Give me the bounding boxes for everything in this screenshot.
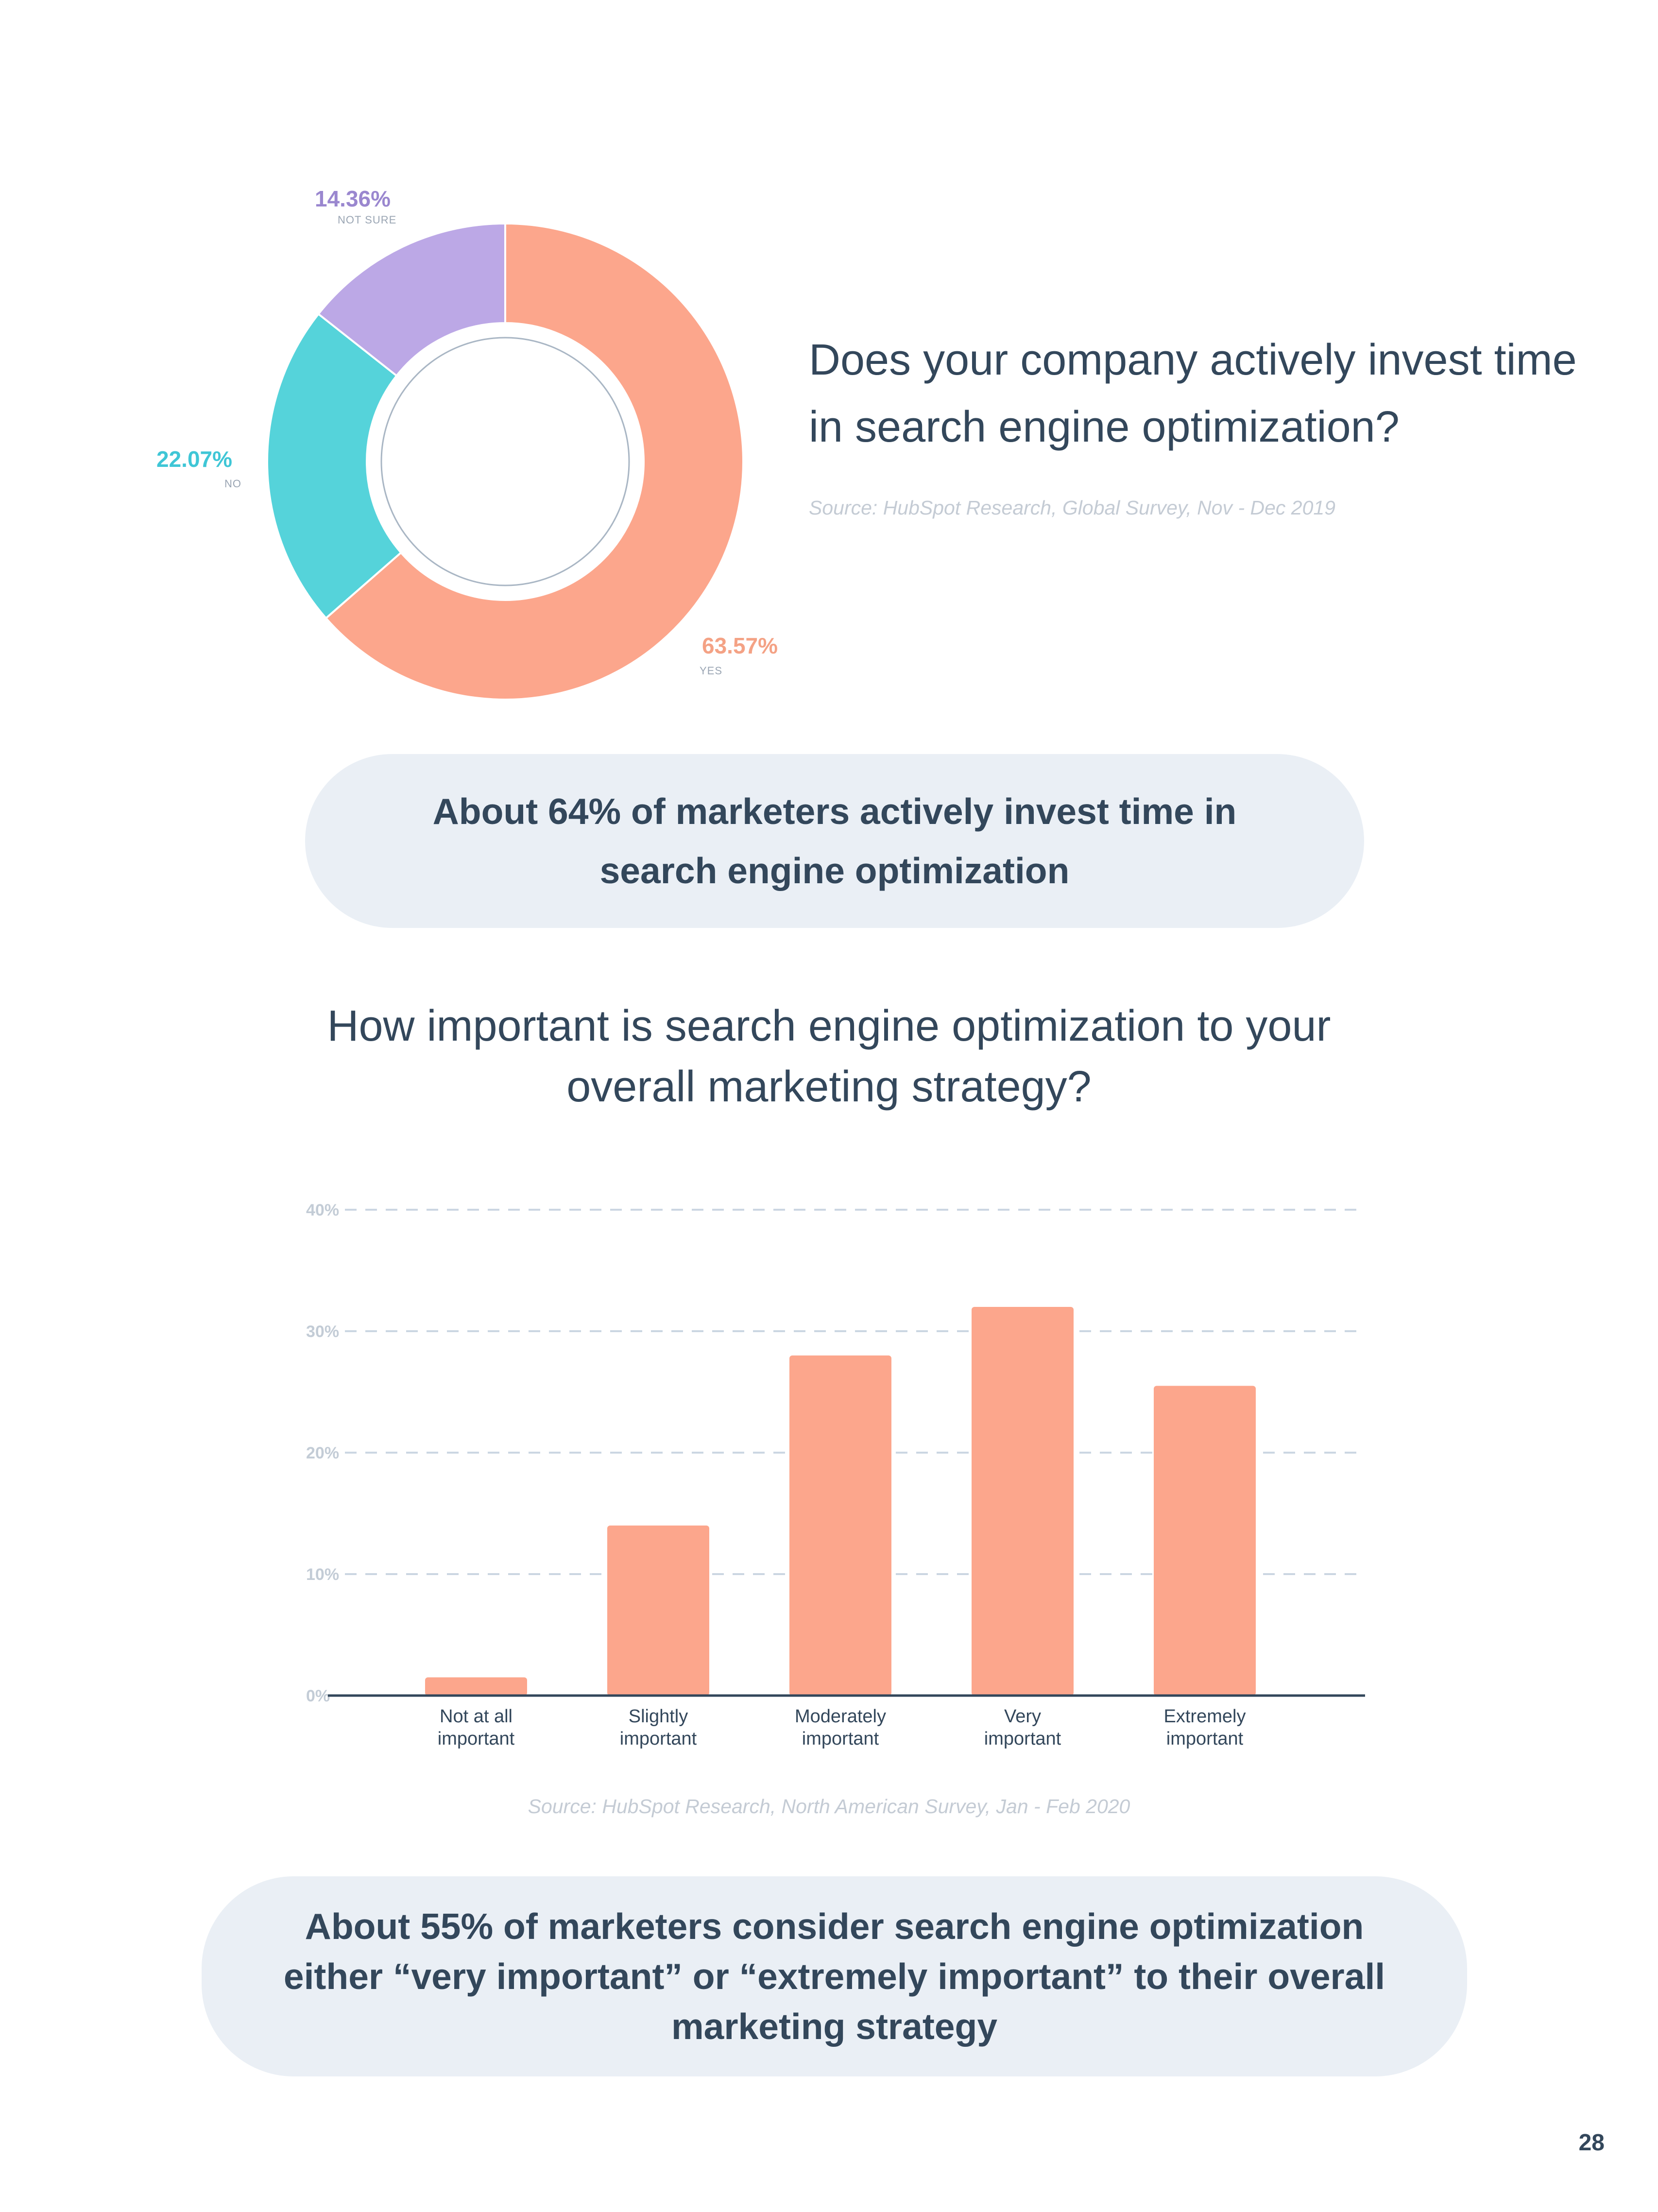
bar-moderately-important [789, 1355, 891, 1696]
bar-x-labels: Not at all important Slightly important Mode… [438, 1706, 1246, 1749]
donut-chart [266, 222, 744, 701]
donut-slice-no [266, 312, 403, 620]
page-number: 28 [1578, 2130, 1605, 2156]
bar-slightly-important [607, 1526, 709, 1696]
donut-inner-ring [380, 337, 630, 586]
x-tick-label: Moderately important [795, 1706, 886, 1749]
donut-label-not-sure-name: NOT SURE [338, 214, 397, 226]
bar-source: Source: HubSpot Research, North American… [528, 1795, 1130, 1818]
x-tick-label: Very important [984, 1706, 1061, 1749]
donut-label-yes-value: 63.57% [702, 633, 778, 658]
donut-slice-yes [325, 222, 744, 701]
y-tick-label: 30% [306, 1322, 339, 1341]
donut-question: Does your company actively invest time i… [809, 336, 1577, 451]
x-tick-label: Slightly important [620, 1706, 697, 1749]
donut-label-not-sure-value: 14.36% [315, 186, 391, 211]
bar-extremely-important [1154, 1386, 1256, 1696]
bar-very-important [972, 1307, 1074, 1696]
bar-question: How important is search engine optimizat… [327, 1002, 1331, 1111]
x-tick-label: Extremely important [1164, 1706, 1246, 1749]
donut-label-no-name: NO [224, 478, 241, 490]
y-tick-label: 20% [306, 1444, 339, 1462]
bar-chart: 0% 10% 20% 30% 40% Not at all important Slight… [306, 1201, 1365, 1749]
bar-not-at-all-important [425, 1677, 527, 1696]
donut-label-no-value: 22.07% [156, 446, 233, 472]
y-tick-label: 0% [306, 1687, 330, 1705]
callout-1: About 64% of marketers actively invest t… [305, 754, 1364, 928]
x-tick-label: Not at all important [438, 1706, 515, 1749]
y-tick-label: 40% [306, 1201, 339, 1219]
donut-label-yes-name: YES [700, 665, 723, 677]
callout-2: About 55% of marketers consider search e… [202, 1876, 1467, 2076]
bar-bars [425, 1307, 1256, 1696]
donut-slices [266, 222, 744, 701]
donut-slice-not-sure [317, 222, 506, 377]
callout-2-text: About 55% of marketers consider search e… [283, 1905, 1385, 2047]
y-tick-label: 10% [306, 1565, 339, 1584]
donut-source: Source: HubSpot Research, Global Survey,… [809, 497, 1335, 519]
callout-1-text: About 64% of marketers actively invest t… [432, 791, 1237, 891]
